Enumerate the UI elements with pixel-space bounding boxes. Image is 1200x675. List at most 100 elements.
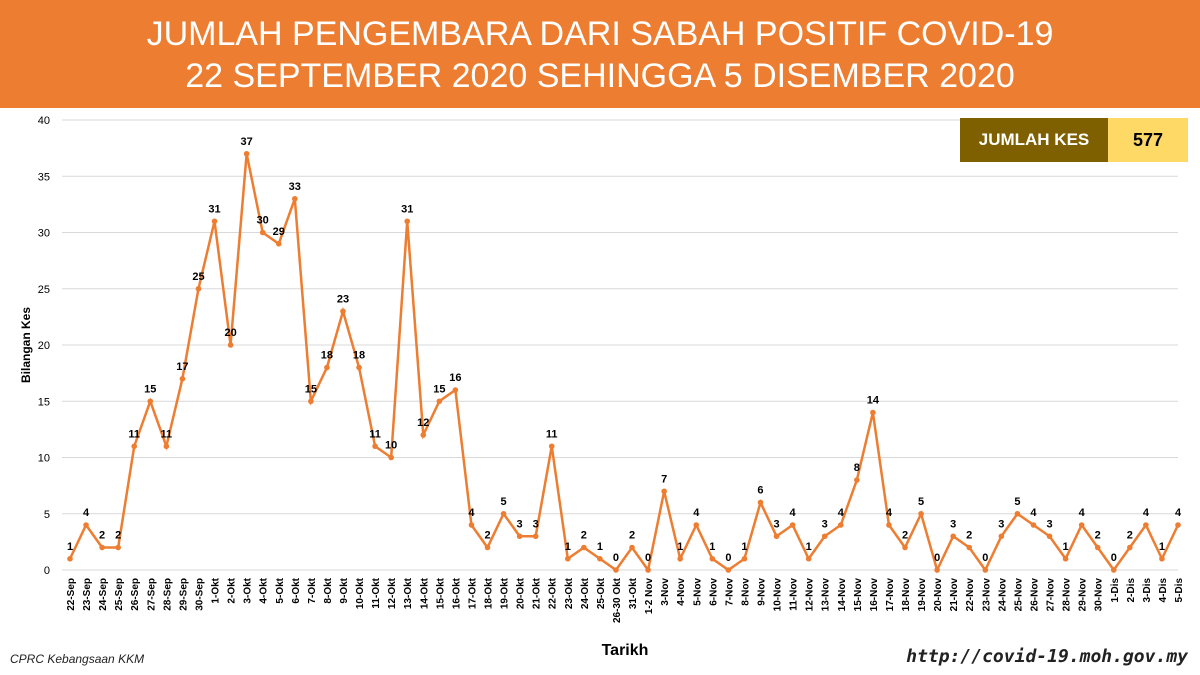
data-label: 1: [565, 541, 571, 553]
x-tick-label: 27-Nov: [1046, 578, 1057, 612]
data-label: 4: [1143, 507, 1150, 519]
data-label: 1: [1063, 541, 1069, 553]
x-tick-label: 14-Okt: [419, 577, 430, 609]
data-point: [564, 555, 571, 562]
y-axis-title: Bilangan Kes: [19, 307, 33, 383]
data-point: [821, 533, 828, 540]
data-point: [131, 443, 138, 450]
x-tick-label: 12-Nov: [805, 578, 816, 612]
y-tick-label: 5: [44, 509, 50, 521]
source-url[interactable]: http://covid-19.moh.gov.my: [906, 646, 1188, 667]
x-tick-label: 17-Okt: [467, 577, 478, 609]
data-point: [918, 510, 924, 517]
data-label: 29: [273, 226, 285, 238]
data-point: [500, 510, 507, 517]
x-tick-label: 18-Nov: [901, 578, 912, 612]
x-tick-label: 29-Sep: [178, 578, 189, 611]
x-tick-label: 30-Nov: [1094, 578, 1105, 612]
chart-subtitle: 22 SEPTEMBER 2020 SEHINGGA 5 DISEMBER 20…: [185, 57, 1015, 95]
x-axis-ticks: 22-Sep 23-Sep 24-Sep 25-Sep 26-Sep 27-Sep 28-S…: [66, 577, 1185, 623]
x-axis-title: Tarikh: [602, 642, 649, 659]
data-label: 5: [501, 496, 507, 508]
x-tick-label: 27-Sep: [146, 578, 157, 611]
data-label: 15: [433, 383, 445, 395]
data-label: 4: [83, 507, 90, 519]
x-tick-label: 26-Nov: [1029, 578, 1040, 612]
data-point: [629, 544, 635, 551]
data-point: [1030, 522, 1037, 528]
data-label: 18: [353, 350, 365, 362]
data-point: [308, 398, 314, 405]
data-point: [1127, 544, 1133, 551]
data-label: 4: [838, 507, 845, 519]
data-label: 2: [115, 530, 121, 542]
data-point: [115, 544, 121, 551]
data-point: [548, 443, 555, 450]
data-label: 1: [741, 541, 747, 553]
data-point: [468, 522, 475, 528]
data-point: [1014, 510, 1021, 517]
total-cases-value: 577: [1108, 118, 1188, 162]
data-point: [709, 555, 716, 562]
data-label: 4: [1079, 507, 1086, 519]
series-line: [68, 153, 1180, 574]
data-point: [1159, 555, 1165, 562]
x-tick-label: 14-Nov: [837, 578, 848, 612]
x-tick-label: 16-Okt: [451, 577, 462, 609]
data-label: 30: [257, 215, 269, 227]
data-point: [292, 195, 298, 202]
data-label: 3: [1046, 518, 1052, 530]
x-tick-label: 24-Sep: [98, 578, 109, 611]
x-tick-label: 1-2 Nov: [644, 578, 655, 615]
x-tick-label: 30-Sep: [194, 578, 205, 611]
data-label: 7: [661, 473, 667, 485]
x-tick-label: 26-30 Okt: [612, 577, 623, 623]
data-label: 33: [289, 181, 301, 193]
data-label: 12: [417, 417, 429, 429]
data-labels: 142 2111511172531203730293315182318111031…: [67, 136, 1182, 564]
data-label: 20: [224, 327, 236, 339]
data-label: 3: [773, 518, 779, 530]
data-label: 2: [902, 530, 908, 542]
y-tick-label: 15: [38, 396, 50, 408]
data-point: [805, 555, 812, 562]
title-banner: JUMLAH PENGEMBARA DARI SABAH POSITIF COV…: [0, 0, 1200, 108]
data-point: [1143, 522, 1149, 528]
x-tick-label: 9-Okt: [339, 577, 350, 603]
data-label: 15: [305, 383, 317, 395]
data-point: [1094, 544, 1101, 551]
data-point: [998, 533, 1005, 540]
data-point: [195, 285, 202, 292]
data-point: [1062, 555, 1069, 562]
data-point: [982, 567, 989, 573]
total-cases-label: JUMLAH KES: [960, 118, 1108, 162]
data-point: [789, 522, 796, 528]
data-label: 0: [613, 552, 619, 564]
x-tick-label: 4-Nov: [676, 578, 687, 606]
x-tick-label: 18-Okt: [484, 577, 495, 609]
x-tick-label: 13-Nov: [821, 578, 832, 612]
data-point: [950, 533, 956, 540]
x-tick-label: 4-Dis: [1158, 578, 1169, 603]
data-points: [67, 150, 1181, 573]
x-tick-label: 5-Nov: [692, 578, 703, 606]
data-point: [773, 533, 780, 540]
x-tick-label: 11-Nov: [789, 578, 800, 611]
data-label: 18: [321, 350, 333, 362]
x-tick-label: 5-Dis: [1174, 578, 1185, 603]
data-label: 0: [1111, 552, 1117, 564]
data-point: [757, 499, 764, 506]
data-point: [516, 533, 523, 540]
x-tick-label: 2-Okt: [227, 577, 238, 603]
x-tick-label: 15-Nov: [853, 578, 864, 612]
data-point: [661, 488, 667, 495]
data-point: [886, 522, 892, 528]
x-tick-label: 6-Nov: [708, 578, 719, 606]
y-tick-label: 0: [44, 565, 50, 577]
data-label: 8: [854, 462, 860, 474]
data-label: 4: [1030, 507, 1037, 519]
data-point: [484, 544, 491, 551]
data-label: 1: [677, 541, 683, 553]
data-label: 17: [176, 361, 188, 373]
